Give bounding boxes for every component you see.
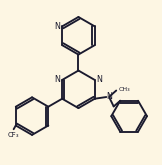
Text: N: N: [54, 75, 60, 84]
Text: CH₃: CH₃: [119, 87, 131, 92]
Text: CF₃: CF₃: [7, 132, 19, 138]
Text: N: N: [97, 75, 102, 84]
Text: N: N: [54, 21, 60, 31]
Text: N: N: [106, 92, 112, 101]
